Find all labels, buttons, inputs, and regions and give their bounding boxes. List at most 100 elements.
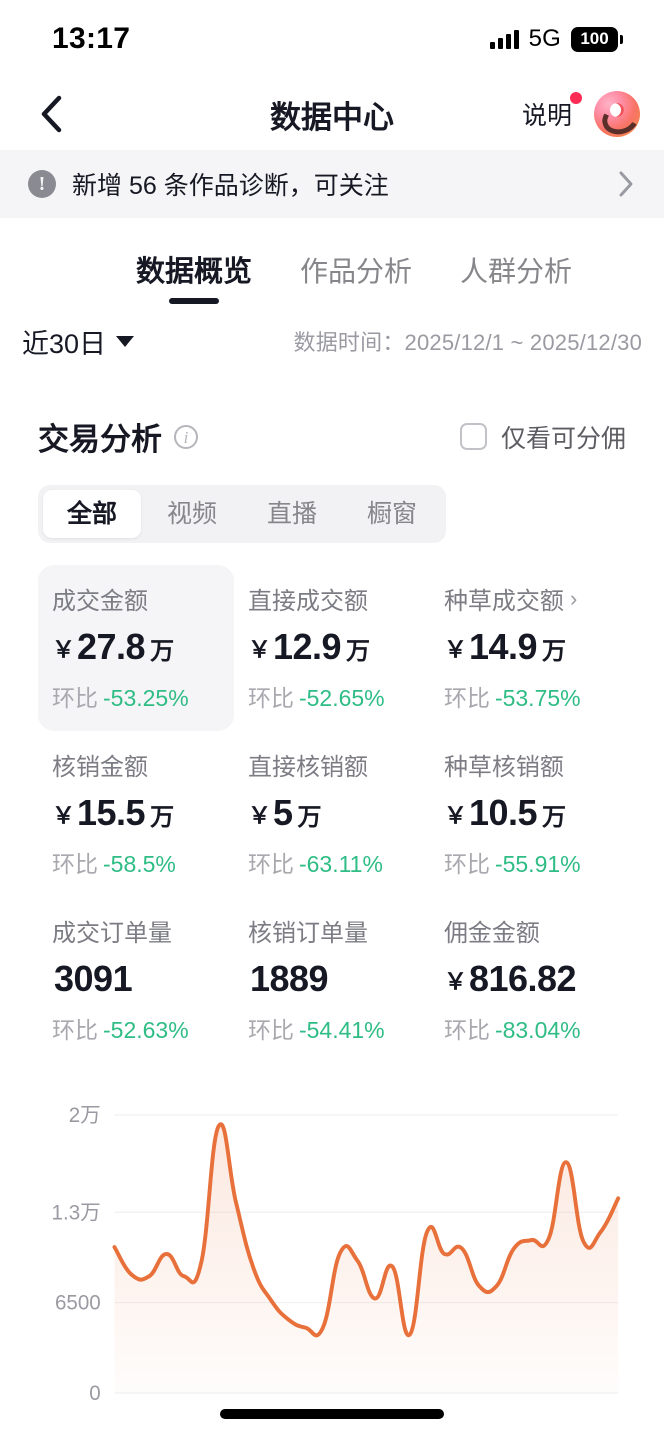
metric-label: 核销订单量 [248,913,430,948]
only-commission-label: 仅看可分佣 [500,424,626,453]
metric-value: 1889 [248,958,430,1000]
segment-live[interactable]: 直播 [267,500,318,528]
delta-label: 环比 [443,685,490,711]
trend-chart-svg: 2万 1.3万 6500 0 [52,1104,621,1405]
tab-audience-analysis[interactable]: 人群分析 [460,256,573,287]
chevron-left-icon [41,95,62,133]
delta-label: 环比 [247,685,294,711]
currency-symbol: ￥ [52,636,75,662]
metric-unit: 万 [542,638,567,665]
delta-label: 环比 [52,1017,98,1043]
segment-showcase[interactable]: 橱窗 [367,500,418,528]
metric-redeemed-order-count[interactable]: 核销订单量 1889 环比 -54.41% [234,897,430,1063]
metric-label: 种草成交额 › [444,581,626,616]
data-time-info: 数据时间：2025/12/1 ~ 2025/12/30 [294,325,642,357]
metric-label-text: 种草成交额 [443,588,564,615]
help-label: 说明 [521,102,572,130]
metric-gmv[interactable]: 成交金额 ￥27.8 万 环比 -53.25% [38,565,234,731]
notice-banner-text: 新增 56 条作品诊断，可关注 [72,172,389,200]
only-commission-toggle[interactable]: 仅看可分佣 [459,419,626,455]
metric-label: 核销金额 [52,747,234,782]
date-range-selector[interactable]: 近30日 [22,322,135,361]
metric-direct-redeemed[interactable]: 直接核销额 ￥5 万 环比 -63.11% [234,731,430,897]
back-button[interactable] [24,87,78,141]
metric-unit: 万 [150,804,175,831]
tab-content-analysis[interactable]: 作品分析 [300,256,413,287]
chart-y-tick-label: 0 [89,1382,100,1405]
metric-delta: 环比 -63.11% [248,845,430,879]
metric-label-text: 种草核销额 [443,754,564,781]
metric-delta: 环比 -58.5% [52,845,234,879]
card-header: 交易分析 i 仅看可分佣 [38,414,626,459]
metric-number: 816.82 [468,958,577,999]
metric-value: ￥15.5 万 [52,792,234,834]
date-range-label: 近30日 [22,328,107,359]
avatar[interactable] [594,91,640,137]
chevron-right-icon [618,170,634,198]
network-type-label: 5G [528,25,561,52]
metric-order-count[interactable]: 成交订单量 3091 环比 -52.63% [38,897,234,1063]
segment-all[interactable]: 全部 [43,490,142,538]
delta-label: 环比 [52,851,98,877]
delta-value: -63.11% [298,851,383,877]
metric-delta: 环比 -53.25% [52,679,234,713]
delta-value: -54.41% [298,1017,385,1043]
metric-number: 3091 [54,958,133,999]
data-time-value: 2025/12/1 ~ 2025/12/30 [404,330,642,355]
metric-direct-gmv[interactable]: 直接成交额 ￥12.9 万 环比 -52.65% [234,565,430,731]
currency-symbol: ￥ [52,802,75,828]
metrics-grid: 成交金额 ￥27.8 万 环比 -53.25% 直接成交额 ￥12.9 万 环比 -52… [38,565,626,1063]
tab-data-overview[interactable]: 数据概览 [136,248,252,304]
help-button[interactable]: 说明 [521,92,582,132]
status-time: 13:17 [52,22,131,55]
exclamation-circle-icon: ! [28,170,56,198]
metric-label-text: 成交金额 [52,588,148,615]
data-time-label: 数据时间： [293,330,405,355]
delta-label: 环比 [443,1017,490,1043]
segment-video[interactable]: 视频 [167,500,218,528]
content-type-segmented-control: 全部 视频 直播 橱窗 [38,485,447,543]
metric-label-text: 成交订单量 [52,920,172,947]
metric-number: 14.9 [468,626,538,667]
metrics-row: 核销金额 ￥15.5 万 环比 -58.5% 直接核销额 ￥5 万 环比 -63.11%… [38,731,626,897]
status-indicators: 5G 100 [489,25,623,53]
card-title: 交易分析 [38,422,162,457]
delta-value: -53.75% [494,685,581,711]
metric-seeding-gmv[interactable]: 种草成交额 › ￥14.9 万 环比 -53.75% [430,565,626,731]
delta-value: -83.04% [494,1017,581,1043]
metric-seeding-redeemed[interactable]: 种草核销额 ￥10.5 万 环比 -55.91% [430,731,626,897]
delta-value: -52.65% [298,685,385,711]
metric-redeemed-amount[interactable]: 核销金额 ￥15.5 万 环比 -58.5% [38,731,234,897]
metric-value: ￥14.9 万 [444,626,626,668]
chart-y-tick-label: 6500 [55,1291,101,1314]
notice-banner[interactable]: ! 新增 56 条作品诊断，可关注 [0,150,664,218]
info-circle-icon[interactable]: i [174,424,198,449]
metric-number: 10.5 [468,792,538,833]
currency-symbol: ￥ [443,636,467,662]
currency-symbol: ￥ [247,802,271,828]
metric-delta: 环比 -54.41% [248,1011,430,1045]
metric-unit: 万 [346,638,371,665]
metric-value: ￥816.82 [444,958,626,1000]
metric-value: ￥12.9 万 [248,626,430,668]
metric-unit: 万 [542,804,567,831]
currency-symbol: ￥ [247,636,271,662]
chart-y-tick-label: 2万 [69,1104,101,1127]
metric-label: 成交金额 [52,581,234,616]
metric-number: 15.5 [77,792,146,833]
delta-label: 环比 [443,851,490,877]
only-commission-checkbox[interactable] [459,423,487,450]
delta-value: -58.5% [103,851,176,877]
metric-number: 12.9 [272,626,342,667]
metric-label-text: 核销订单量 [247,920,368,947]
metric-label: 成交订单量 [52,913,234,948]
battery-icon: 100 [571,26,623,52]
metric-commission[interactable]: 佣金金额 ￥816.82 环比 -83.04% [430,897,626,1063]
metric-label-text: 直接核销额 [247,754,368,781]
metric-value: ￥27.8 万 [52,626,234,668]
metric-label: 直接核销额 [248,747,430,782]
home-indicator [220,1409,444,1419]
transaction-analysis-card: 交易分析 i 仅看可分佣 全部 视频 直播 橱窗 成交金额 ￥27.8 万 环比 - [12,384,652,1437]
metric-label-text: 佣金金额 [443,920,540,947]
